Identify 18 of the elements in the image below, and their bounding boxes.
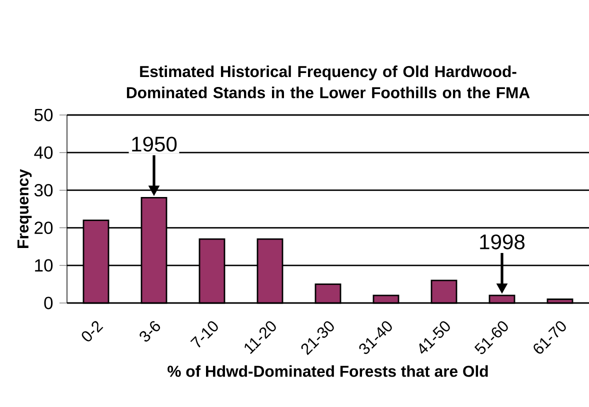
- x-tick-label: 7-10: [190, 321, 218, 348]
- annotation: 1950: [132, 136, 177, 152]
- y-tick-label: 10: [35, 259, 53, 272]
- x-axis-title: % of Hdwd-Dominated Forests that are Old: [168, 365, 488, 377]
- x-tick-label: 3-6: [140, 321, 160, 342]
- x-tick-label: 0-2: [82, 321, 104, 342]
- y-tick-label: 40: [34, 146, 53, 159]
- bar: [546, 298, 574, 304]
- bar: [372, 294, 400, 304]
- annotation: 1998: [480, 234, 525, 250]
- chart-title: Estimated Historical Frequency of Old Hardwood-Dominated Stands in the Lower Foothills on the FMA: [126, 66, 530, 98]
- y-tick-label: 0: [44, 296, 53, 310]
- y-tick-label: 50: [34, 108, 53, 122]
- y-tick-label: 30: [34, 184, 53, 196]
- y-axis-title: Frequency: [18, 169, 32, 248]
- y-tick-label: 20: [34, 222, 53, 234]
- bar: [314, 283, 342, 304]
- bar: [430, 280, 458, 304]
